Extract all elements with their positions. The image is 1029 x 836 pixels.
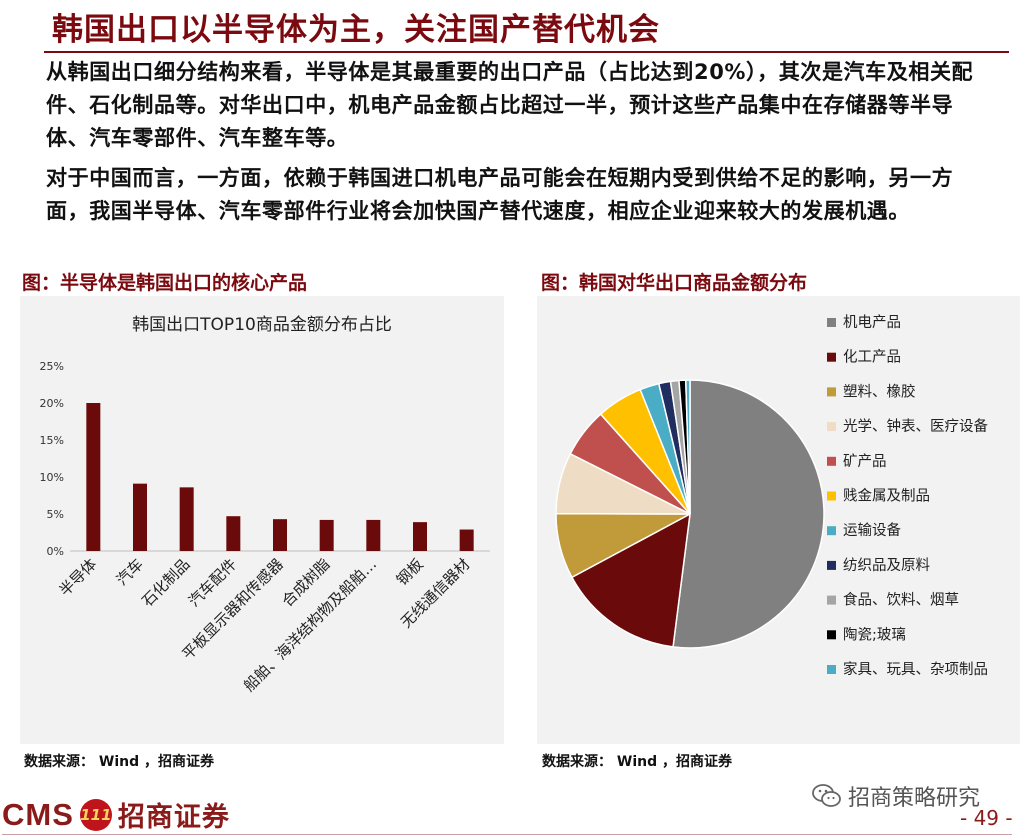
pie-slice bbox=[570, 512, 691, 648]
pie-chart: 机电产品化工产品塑料、橡胶光学、钟表、医疗设备矿产品贱金属及制品运输设备纺织品及… bbox=[555, 314, 988, 678]
x-tick-label: 汽车 bbox=[113, 555, 147, 589]
legend-swatch bbox=[827, 318, 836, 327]
legend-label: 塑料、橡胶 bbox=[843, 383, 916, 400]
legend-swatch bbox=[827, 387, 836, 397]
legend-label: 纺织品及原料 bbox=[843, 557, 930, 574]
legend-swatch bbox=[827, 665, 836, 674]
x-tick-label: 钢板 bbox=[393, 555, 427, 589]
bar bbox=[86, 403, 101, 551]
wechat-account: 招商策略研究 bbox=[812, 780, 980, 812]
legend-label: 机电产品 bbox=[843, 314, 901, 331]
legend-swatch bbox=[827, 526, 836, 536]
wechat-account-name: 招商策略研究 bbox=[848, 786, 981, 811]
bar bbox=[226, 516, 241, 551]
x-tick-label: 半导体 bbox=[56, 555, 101, 600]
legend-swatch bbox=[827, 491, 836, 501]
legend-swatch bbox=[827, 422, 836, 432]
footer-divider bbox=[2, 834, 1012, 835]
bar bbox=[413, 522, 427, 551]
legend-swatch bbox=[827, 456, 836, 466]
wechat-icon bbox=[812, 784, 841, 807]
bar bbox=[319, 519, 334, 551]
legend-swatch bbox=[827, 352, 836, 362]
page-title: 韩国出口以半导体为主，关注国产替代机会 bbox=[52, 12, 660, 48]
legend-label: 家具、玩具、杂项制品 bbox=[843, 661, 988, 678]
right-source-note: 数据来源： Wind ，招商证券 bbox=[542, 754, 732, 770]
bar bbox=[179, 487, 194, 551]
legend-label: 矿产品 bbox=[843, 453, 887, 470]
bar-chart-panel: 韩国出口TOP10商品金额分布占比 0% 5% 10% 15% 20% 25% 半导体 汽车… bbox=[20, 296, 504, 744]
intro-paragraph-2: 对于中国而言，一方面，依赖于韩国进口机电产品可能会在短期内受到供给不足的影响，另… bbox=[46, 166, 954, 223]
pie-slice bbox=[684, 379, 691, 515]
title-divider bbox=[44, 51, 1009, 53]
legend-swatch bbox=[827, 630, 836, 640]
y-tick-label: 25% bbox=[40, 360, 64, 373]
legend-label: 化工产品 bbox=[843, 349, 901, 366]
legend-label: 食品、饮料、烟草 bbox=[843, 592, 959, 609]
bar bbox=[366, 519, 381, 551]
brand-emblem-icon: 111 bbox=[79, 798, 112, 831]
legend-swatch bbox=[827, 560, 836, 570]
bar bbox=[133, 483, 147, 551]
brand-name: 招商证券 bbox=[117, 802, 230, 833]
pie-chart-panel: 机电产品化工产品塑料、橡胶光学、钟表、医疗设备 矿产品贱金属及制品 运输设备纺织品及… bbox=[537, 296, 1020, 744]
pie-slice bbox=[672, 379, 825, 649]
brand-logo: CMS 111 招商证券 bbox=[2, 795, 230, 834]
bar-chart: 韩国出口TOP10商品金额分布占比 0% 5% 10% 15% 20% 25% 半导体 汽车… bbox=[40, 315, 490, 695]
page-number: - 49 - bbox=[960, 806, 1013, 830]
left-source-note: 数据来源： Wind ，招商证券 bbox=[24, 754, 214, 770]
y-tick-label: 0% bbox=[47, 545, 64, 558]
legend-label: 陶瓷;玻璃 bbox=[843, 626, 906, 643]
bar bbox=[459, 529, 474, 551]
bar-chart-title: 韩国出口TOP10商品金额分布占比 bbox=[132, 315, 392, 335]
y-tick-label: 5% bbox=[47, 508, 64, 521]
y-tick-label: 20% bbox=[40, 397, 64, 410]
y-tick-label: 15% bbox=[40, 434, 64, 447]
legend-label: 运输设备 bbox=[843, 522, 901, 539]
legend-swatch bbox=[827, 595, 836, 605]
legend-label: 贱金属及制品 bbox=[843, 488, 930, 505]
x-tick-label: 石化制品 bbox=[138, 555, 193, 610]
brand-cms-text: CMS bbox=[2, 796, 74, 832]
intro-paragraph-1: 从韩国出口细分结构来看，半导体是其最重要的出口产品（占比达到20%），其次是汽车… bbox=[46, 60, 974, 150]
y-tick-label: 10% bbox=[40, 471, 64, 484]
legend-label: 光学、钟表、医疗设备 bbox=[843, 418, 988, 435]
bar bbox=[273, 519, 287, 551]
left-chart-caption: 图：半导体是韩国出口的核心产品 bbox=[22, 272, 308, 294]
right-chart-caption: 图：韩国对华出口商品金额分布 bbox=[541, 272, 808, 294]
